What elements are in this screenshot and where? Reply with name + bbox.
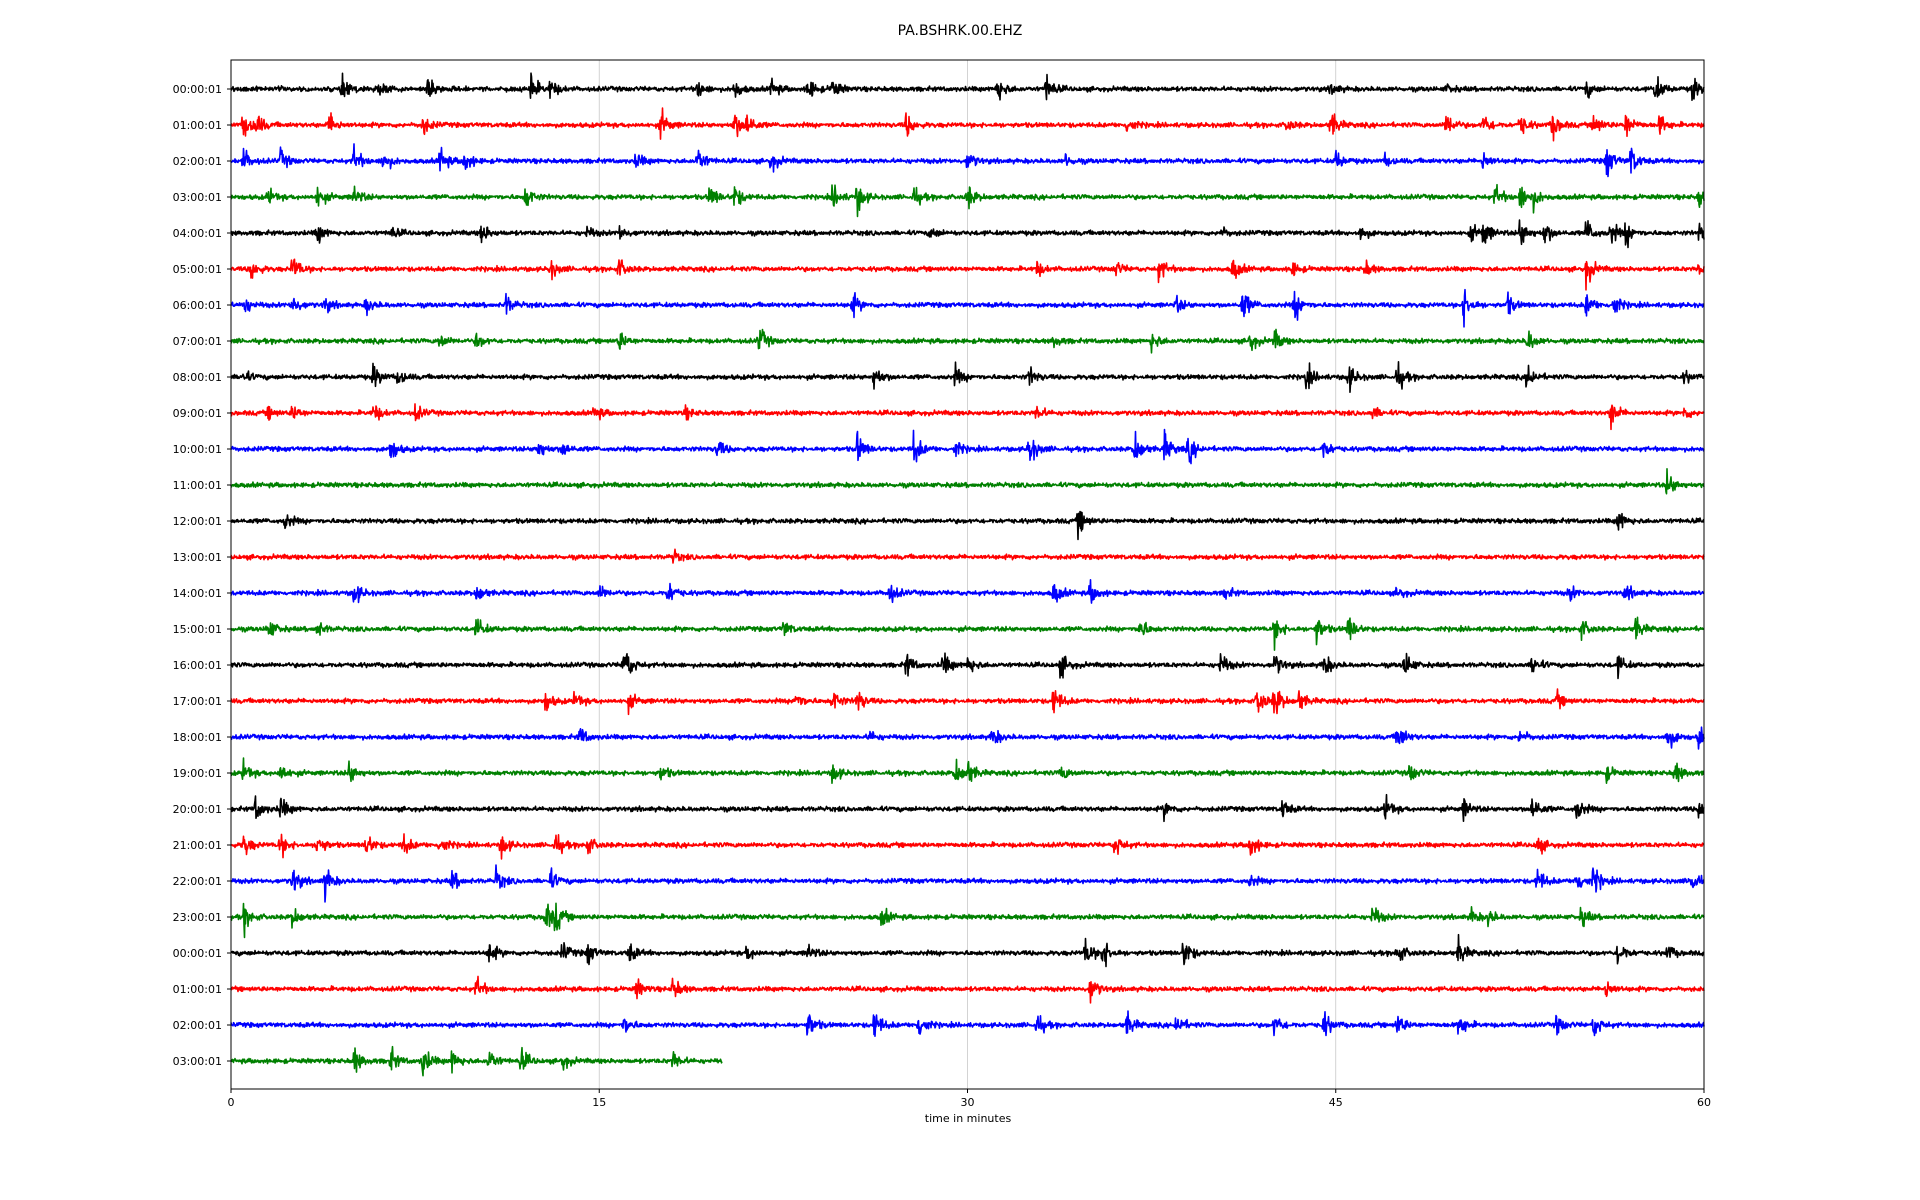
x-tick-label: 60 <box>1697 1096 1711 1109</box>
trace-row <box>230 933 1705 968</box>
trace-row <box>230 258 1705 291</box>
trace-row <box>230 328 1705 354</box>
row-label: 01:00:01 <box>173 983 222 996</box>
trace-row <box>230 107 1705 142</box>
trace-row <box>230 726 1705 750</box>
trace-row <box>230 288 1705 328</box>
row-label: 19:00:01 <box>173 767 222 780</box>
x-tick-label: 30 <box>961 1096 975 1109</box>
trace-lines <box>230 72 1705 1077</box>
x-tick-label: 45 <box>1329 1096 1343 1109</box>
row-label: 01:00:01 <box>173 119 222 132</box>
row-label: 03:00:01 <box>173 191 222 204</box>
x-tick-label: 0 <box>228 1096 235 1109</box>
row-label: 16:00:01 <box>173 659 222 672</box>
row-label: 23:00:01 <box>173 911 222 924</box>
row-label: 02:00:01 <box>173 1019 222 1032</box>
trace-row <box>230 361 1705 393</box>
trace-row <box>230 548 1705 564</box>
trace-row <box>230 902 1705 939</box>
trace-row <box>230 864 1705 903</box>
row-label: 17:00:01 <box>173 695 222 708</box>
row-label: 06:00:01 <box>173 299 222 312</box>
trace-row <box>230 975 1705 1004</box>
trace-row <box>230 1010 1705 1037</box>
row-label: 21:00:01 <box>173 839 222 852</box>
trace-row <box>230 833 1705 860</box>
trace-row <box>230 616 1705 651</box>
row-label: 08:00:01 <box>173 371 222 384</box>
trace-row <box>230 468 1705 495</box>
trace-row <box>230 688 1705 716</box>
row-label: 00:00:01 <box>173 83 222 96</box>
trace-row <box>230 757 1705 784</box>
trace-row <box>230 403 1705 431</box>
row-label: 05:00:01 <box>173 263 222 276</box>
trace-row <box>230 652 1705 680</box>
row-label: 02:00:01 <box>173 155 222 168</box>
row-label: 18:00:01 <box>173 731 222 744</box>
row-label: 04:00:01 <box>173 227 222 240</box>
row-label: 14:00:01 <box>173 587 222 600</box>
row-label: 11:00:01 <box>173 479 222 492</box>
trace-row <box>230 143 1705 178</box>
trace-row <box>230 72 1705 101</box>
row-label: 07:00:01 <box>173 335 222 348</box>
row-label: 20:00:01 <box>173 803 222 816</box>
x-tick-label: 15 <box>592 1096 606 1109</box>
trace-row <box>230 579 1705 604</box>
row-label: 09:00:01 <box>173 407 222 420</box>
x-axis-label: time in minutes <box>925 1112 1012 1125</box>
trace-row <box>230 428 1705 465</box>
trace-row <box>230 510 1705 541</box>
row-label: 15:00:01 <box>173 623 222 636</box>
trace-row <box>230 183 1705 218</box>
row-labels: 00:00:01 01:00:01 02:00:01 03:00:01 04:00:01… <box>173 83 231 1068</box>
row-label: 10:00:01 <box>173 443 222 456</box>
trace-row <box>230 793 1705 823</box>
trace-row <box>230 219 1705 249</box>
row-label: 22:00:01 <box>173 875 222 888</box>
row-label: 13:00:01 <box>173 551 222 564</box>
trace-row <box>230 1045 723 1077</box>
x-axis-ticks: 0 15 30 45 60 <box>228 1089 1711 1109</box>
row-label: 00:00:01 <box>173 947 222 960</box>
chart-title: PA.BSHRK.00.EHZ <box>898 23 1023 39</box>
row-label: 03:00:01 <box>173 1055 222 1068</box>
vertical-gridlines <box>598 60 1337 1089</box>
row-label: 12:00:01 <box>173 515 222 528</box>
